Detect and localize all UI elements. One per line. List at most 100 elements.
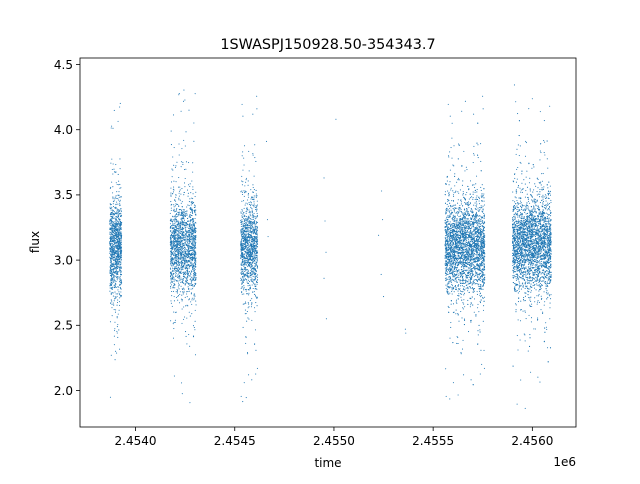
data-point bbox=[255, 189, 257, 192]
data-point bbox=[110, 284, 113, 286]
data-point bbox=[179, 240, 181, 242]
data-point bbox=[463, 228, 465, 230]
data-point bbox=[120, 187, 122, 189]
data-point bbox=[245, 212, 247, 214]
data-point bbox=[243, 239, 245, 241]
data-point bbox=[245, 202, 247, 204]
data-point bbox=[118, 184, 120, 186]
data-point bbox=[186, 291, 188, 293]
data-point bbox=[250, 274, 253, 276]
data-point bbox=[170, 249, 172, 251]
data-point bbox=[184, 242, 186, 244]
data-point bbox=[173, 204, 175, 206]
data-point bbox=[182, 258, 184, 260]
data-point bbox=[172, 263, 174, 265]
data-point bbox=[116, 221, 118, 223]
data-point bbox=[175, 196, 177, 198]
data-point bbox=[187, 184, 190, 186]
data-point bbox=[244, 185, 246, 187]
data-point bbox=[115, 216, 117, 218]
data-point bbox=[114, 232, 116, 235]
data-point bbox=[187, 195, 189, 197]
data-point bbox=[170, 264, 172, 266]
data-point bbox=[185, 256, 188, 258]
data-point bbox=[466, 280, 468, 282]
data-point bbox=[186, 214, 188, 216]
data-point bbox=[174, 231, 176, 233]
data-point bbox=[187, 239, 189, 241]
data-point bbox=[176, 161, 178, 163]
data-point bbox=[119, 168, 121, 170]
data-point bbox=[460, 201, 462, 203]
data-point bbox=[480, 143, 482, 145]
data-point bbox=[193, 272, 195, 275]
data-point bbox=[186, 296, 188, 298]
data-point bbox=[254, 259, 256, 261]
data-point bbox=[241, 236, 243, 238]
data-point bbox=[194, 260, 196, 262]
data-point bbox=[254, 260, 256, 262]
data-point bbox=[189, 213, 191, 216]
data-point bbox=[185, 264, 187, 267]
data-point bbox=[247, 239, 249, 241]
data-point bbox=[178, 276, 180, 279]
data-point bbox=[175, 259, 177, 261]
data-point bbox=[182, 253, 184, 255]
data-point bbox=[109, 249, 111, 251]
data-point bbox=[180, 248, 182, 250]
data-point bbox=[256, 257, 258, 259]
data-point bbox=[253, 307, 256, 309]
data-point bbox=[117, 197, 119, 200]
data-point bbox=[459, 215, 461, 217]
data-point bbox=[188, 246, 190, 248]
data-point bbox=[254, 284, 256, 286]
data-point bbox=[251, 298, 253, 300]
data-point bbox=[195, 209, 197, 211]
data-point bbox=[250, 231, 252, 233]
data-point bbox=[120, 215, 122, 217]
data-point bbox=[118, 253, 120, 255]
data-point bbox=[480, 186, 482, 188]
data-point bbox=[176, 227, 178, 229]
data-point bbox=[249, 275, 251, 277]
data-point bbox=[111, 216, 113, 218]
data-point bbox=[181, 261, 183, 263]
data-point bbox=[253, 216, 255, 218]
data-point bbox=[177, 280, 179, 282]
data-point bbox=[249, 239, 251, 242]
data-point bbox=[173, 235, 175, 237]
data-point bbox=[115, 223, 117, 225]
data-point bbox=[186, 293, 188, 295]
data-point bbox=[119, 187, 121, 189]
data-point bbox=[192, 263, 194, 265]
data-point bbox=[192, 236, 194, 238]
data-point bbox=[171, 252, 173, 254]
data-point bbox=[251, 268, 253, 270]
data-point bbox=[175, 275, 177, 277]
data-point bbox=[170, 290, 173, 293]
data-point bbox=[120, 246, 122, 248]
data-point bbox=[117, 236, 120, 238]
data-point bbox=[188, 298, 190, 300]
data-point bbox=[120, 210, 122, 212]
data-point bbox=[192, 277, 195, 279]
data-point bbox=[241, 268, 243, 270]
data-point bbox=[120, 212, 122, 214]
data-point bbox=[192, 222, 194, 224]
data-point bbox=[250, 258, 252, 260]
data-point bbox=[192, 188, 194, 190]
data-point bbox=[188, 233, 190, 235]
data-point bbox=[109, 284, 111, 286]
data-point bbox=[254, 279, 256, 281]
data-point bbox=[245, 260, 247, 262]
data-point bbox=[190, 301, 192, 303]
data-point bbox=[112, 292, 114, 294]
data-point bbox=[117, 230, 119, 232]
data-point bbox=[254, 223, 256, 225]
data-point bbox=[184, 257, 186, 259]
data-point bbox=[193, 249, 195, 251]
data-point bbox=[116, 267, 118, 270]
data-point bbox=[247, 261, 249, 263]
data-point bbox=[246, 260, 248, 262]
data-point bbox=[181, 236, 183, 238]
